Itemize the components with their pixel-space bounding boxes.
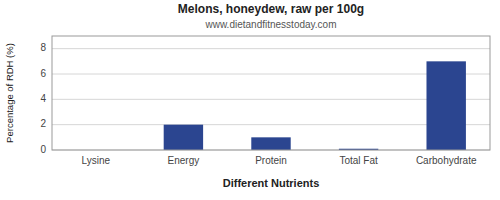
grid-line [52,74,490,75]
x-tick-label: Lysine [82,155,111,166]
x-tick-label: Carbohydrate [416,155,477,166]
y-tick-label: 0 [40,144,46,155]
x-tick-label: Total Fat [339,155,378,166]
y-tick-label: 6 [40,68,46,79]
bar [164,125,203,150]
bars [164,61,466,150]
grid-line [52,99,490,100]
x-tick-label: Protein [255,155,287,166]
x-tick-label: Energy [168,155,200,166]
chart: 0 2 4 6 8 Lysine Energy Protein Total Fat Carbohy… [0,0,500,200]
y-axis-label: Percentage of RDH (%) [4,43,15,143]
bar [251,137,290,150]
y-tick-label: 8 [40,42,46,53]
plot-frame [52,36,490,150]
grid-line [52,124,490,125]
title: Melons, honeydew, raw per 100g [178,2,364,16]
subtitle: www.dietandfitnesstoday.com [205,19,337,30]
bar [426,61,465,150]
x-axis-label: Different Nutrients [223,177,320,189]
y-tick-label: 4 [40,93,46,104]
y-tick-label: 2 [40,118,46,129]
grid-line [52,48,490,49]
grid [52,49,490,150]
chart-container: 0 2 4 6 8 Lysine Energy Protein Total Fat Carbohy… [0,0,500,200]
